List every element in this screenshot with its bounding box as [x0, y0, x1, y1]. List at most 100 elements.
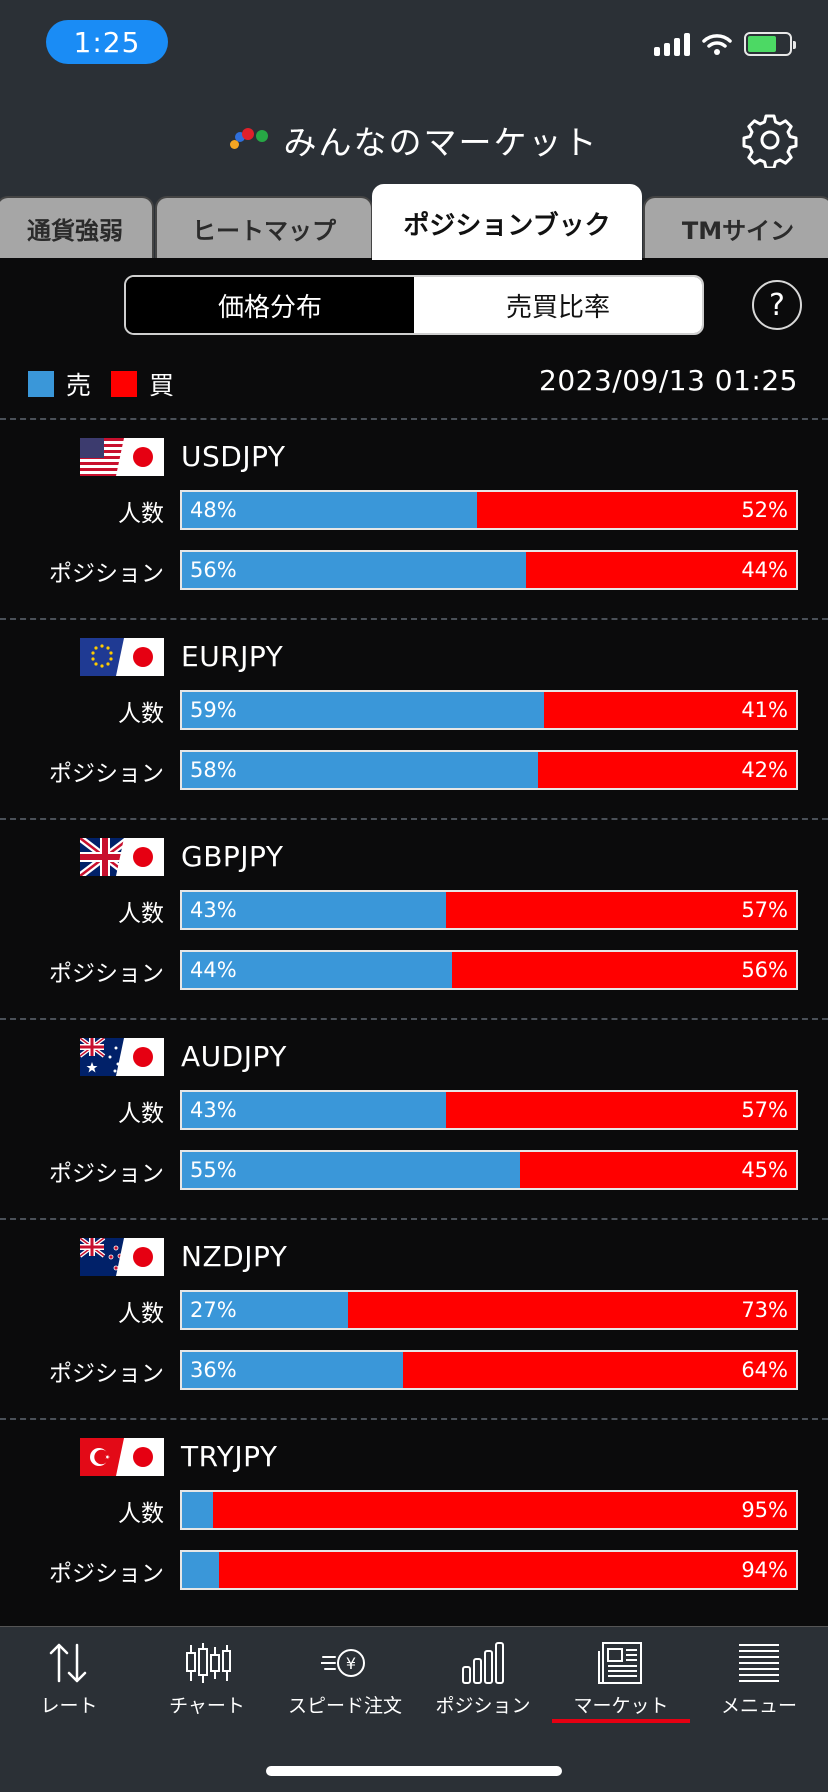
sell-segment: 43%	[182, 1092, 447, 1128]
nav-rate[interactable]: レート	[0, 1641, 138, 1731]
buy-percent: 94%	[741, 1558, 788, 1582]
gbpjpy-flags-icon	[80, 838, 164, 876]
legend-buy-label: 買	[149, 371, 175, 400]
buy-percent: 41%	[741, 698, 788, 722]
people-label: 人数	[118, 501, 164, 527]
buy-percent: 42%	[741, 758, 788, 782]
candlestick-icon	[186, 1643, 231, 1683]
status-icons	[654, 32, 796, 56]
buy-segment: 41%	[544, 692, 796, 728]
nav-speed-order[interactable]: ¥ スピード注文	[276, 1641, 414, 1731]
buy-percent: 57%	[741, 1098, 788, 1122]
legend-sell-label: 売	[66, 371, 92, 400]
people-ratio-bar: 59% 41%	[180, 690, 798, 730]
sell-percent: 59%	[190, 698, 237, 722]
position-ratio-bar: 58% 42%	[180, 750, 798, 790]
pair-name: AUDJPY	[181, 1040, 287, 1073]
tab-currency-strength[interactable]: 通貨強弱	[0, 196, 154, 258]
battery-icon	[744, 32, 796, 56]
sell-segment: 27%	[182, 1292, 348, 1328]
sell-segment: 58%	[182, 752, 539, 788]
buy-segment: 52%	[476, 492, 796, 528]
people-label: 人数	[118, 901, 164, 927]
buy-segment: 94%	[218, 1552, 796, 1588]
position-label: ポジション	[49, 561, 164, 587]
people-ratio-bar: 27% 73%	[180, 1290, 798, 1330]
home-indicator[interactable]	[266, 1766, 562, 1776]
position-label: ポジション	[49, 761, 164, 787]
people-label: 人数	[118, 1101, 164, 1127]
sell-segment	[182, 1552, 219, 1588]
pair-block: AUDJPY 人数 43% 57% ポジション 55% 45%	[0, 1018, 828, 1218]
position-ratio-bar: 36% 64%	[180, 1350, 798, 1390]
sell-segment: 48%	[182, 492, 477, 528]
position-ratio-bar: 44% 56%	[180, 950, 798, 990]
wifi-icon	[702, 34, 732, 55]
buy-percent: 73%	[741, 1298, 788, 1322]
menu-lines-icon	[739, 1644, 779, 1682]
buy-segment: 64%	[403, 1352, 796, 1388]
segment-buy-sell-ratio[interactable]: 売買比率	[414, 277, 702, 333]
tab-position-book[interactable]: ポジションブック	[372, 184, 642, 260]
pair-name: NZDJPY	[181, 1240, 288, 1273]
nav-menu[interactable]: メニュー	[690, 1641, 828, 1731]
rate-arrows-icon	[49, 1643, 87, 1683]
people-label: 人数	[118, 1301, 164, 1327]
pair-block: EURJPY 人数 59% 41% ポジション 58% 42%	[0, 618, 828, 818]
sell-percent: 43%	[190, 898, 237, 922]
sell-segment: 55%	[182, 1152, 520, 1188]
buy-percent: 56%	[741, 958, 788, 982]
nav-chart[interactable]: チャート	[138, 1641, 276, 1731]
app-title-text: みんなのマーケット	[283, 123, 599, 162]
position-label: ポジション	[49, 1361, 164, 1387]
legend-buy-swatch	[111, 371, 138, 397]
legend: 売 買	[28, 366, 194, 402]
usdjpy-flags-icon	[80, 438, 164, 476]
sell-percent: 55%	[190, 1158, 237, 1182]
people-ratio-bar: 95%	[180, 1490, 798, 1530]
position-ratio-bar: 56% 44%	[180, 550, 798, 590]
buy-segment: 57%	[446, 1092, 796, 1128]
legend-sell-swatch	[28, 371, 54, 397]
view-segment-control: 価格分布 売買比率	[124, 275, 704, 335]
people-label: 人数	[118, 1501, 164, 1527]
segment-price-distribution[interactable]: 価格分布	[126, 277, 414, 333]
buy-percent: 44%	[741, 558, 788, 582]
buy-segment: 73%	[347, 1292, 796, 1328]
speed-order-yen-icon: ¥	[321, 1649, 365, 1677]
tab-tm-sign[interactable]: TMサイン	[643, 196, 828, 258]
sell-segment: 44%	[182, 952, 453, 988]
buy-segment: 57%	[446, 892, 796, 928]
nav-market[interactable]: マーケット	[552, 1641, 690, 1731]
pair-name: GBPJPY	[181, 840, 284, 873]
position-ratio-bar: 94%	[180, 1550, 798, 1590]
sell-segment: 56%	[182, 552, 526, 588]
tab-bar: 通貨強弱 ヒートマップ ポジションブック TMサイン	[0, 184, 828, 260]
pair-block: USDJPY 人数 48% 52% ポジション 56% 44%	[0, 418, 828, 618]
sell-percent: 36%	[190, 1358, 237, 1382]
nav-position[interactable]: ポジション	[414, 1641, 552, 1731]
sell-percent: 43%	[190, 1098, 237, 1122]
eurjpy-flags-icon	[80, 638, 164, 676]
position-label: ポジション	[49, 1561, 164, 1587]
sell-percent: 56%	[190, 558, 237, 582]
pair-block: NZDJPY 人数 27% 73% ポジション 36% 64%	[0, 1218, 828, 1418]
buy-percent: 52%	[741, 498, 788, 522]
svg-text:¥: ¥	[346, 1654, 356, 1673]
buy-segment: 44%	[525, 552, 796, 588]
settings-gear-icon[interactable]	[742, 112, 798, 168]
update-datetime: 2023/09/13 01:25	[539, 364, 798, 397]
cellular-signal-icon	[654, 32, 690, 56]
nav-label: レート	[40, 1695, 98, 1717]
sell-segment	[182, 1492, 213, 1528]
help-button[interactable]: ?	[752, 280, 802, 330]
tab-heatmap[interactable]: ヒートマップ	[155, 196, 373, 258]
currency-pair-list: USDJPY 人数 48% 52% ポジション 56% 44% EURJPY 人…	[0, 418, 828, 1618]
buy-segment: 95%	[212, 1492, 796, 1528]
sell-segment: 36%	[182, 1352, 404, 1388]
nav-label: メニュー	[720, 1695, 797, 1717]
app-logo-icon	[229, 128, 270, 152]
buy-percent: 64%	[741, 1358, 788, 1382]
nav-label: チャート	[169, 1695, 245, 1717]
nzdjpy-flags-icon	[80, 1238, 164, 1276]
